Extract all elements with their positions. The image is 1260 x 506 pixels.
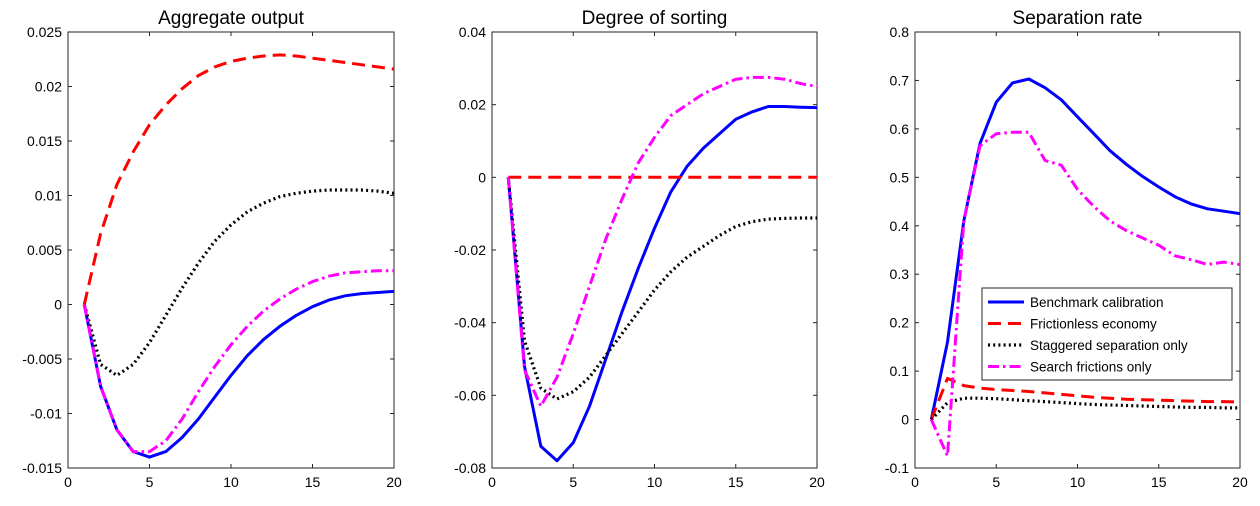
x-tick-label: 5	[992, 474, 1000, 490]
y-tick-label: 0.1	[890, 363, 910, 379]
y-tick-label: 0	[478, 169, 486, 185]
y-tick-label: 0.7	[890, 72, 910, 88]
x-tick-label: 0	[64, 474, 72, 490]
plot-area	[491, 31, 818, 469]
x-tick-label: 20	[1232, 474, 1248, 490]
series-line-frictionless-economy	[929, 376, 1240, 421]
y-tick-label: 0.02	[459, 97, 486, 113]
series-line-search-frictions-only	[82, 269, 394, 454]
y-tick-label: -0.005	[22, 351, 62, 367]
y-tick-label: 0.5	[890, 169, 910, 185]
series-line-benchmark-calibration	[929, 77, 1240, 420]
plot-area	[914, 31, 1241, 469]
y-tick-label: 0.04	[459, 24, 486, 40]
x-tick-label: 20	[809, 474, 825, 490]
x-tick-label: 20	[386, 474, 402, 490]
series-line-staggered-separation-only	[82, 188, 394, 377]
y-tick-label: 0	[901, 412, 909, 428]
series-line-search-frictions-only	[929, 130, 1240, 458]
legend: Benchmark calibration Frictionless econom…	[981, 287, 1233, 381]
legend-label: Staggered separation only	[1030, 338, 1188, 353]
chart-title: Separation rate	[1013, 8, 1143, 29]
chart-title: Degree of sorting	[582, 8, 728, 29]
y-tick-label: -0.1	[885, 460, 909, 476]
series-line-staggered-separation-only	[930, 396, 1240, 421]
x-tick-label: 15	[728, 474, 744, 490]
y-tick-label: 0.4	[890, 218, 910, 234]
legend-label: Search frictions only	[1030, 360, 1152, 375]
y-tick-label: 0	[54, 297, 62, 313]
y-tick-label: 0.01	[35, 188, 62, 204]
y-tick-label: 0.6	[890, 121, 910, 137]
x-tick-label: 0	[911, 474, 919, 490]
y-tick-label: 0.8	[890, 24, 910, 40]
y-tick-label: 0.015	[27, 133, 62, 149]
legend-label: Frictionless economy	[1030, 317, 1157, 332]
y-tick-label: 0.3	[890, 266, 910, 282]
x-tick-label: 10	[647, 474, 663, 490]
x-tick-label: 0	[488, 474, 496, 490]
x-tick-label: 5	[569, 474, 577, 490]
chart-panel-2: Degree of sorting 0 5 10 15 20 -0.08 -0.06 -0.04…	[454, 8, 825, 490]
plot-area	[67, 31, 395, 469]
x-tick-label: 10	[1070, 474, 1086, 490]
y-tick-label: -0.06	[454, 387, 486, 403]
y-tick-label: -0.08	[454, 460, 486, 476]
legend-label: Benchmark calibration	[1030, 295, 1164, 310]
chart-title: Aggregate output	[158, 8, 305, 29]
series-line-benchmark-calibration	[82, 289, 394, 459]
series-line-search-frictions-only	[506, 75, 817, 408]
y-tick-label: -0.015	[22, 460, 62, 476]
series-line-benchmark-calibration	[506, 105, 817, 463]
chart-panel-1: Aggregate output 0 5 10 15 20 -0.015 -0.01 -0.00…	[22, 8, 402, 490]
y-tick-label: -0.01	[30, 406, 62, 422]
y-tick-label: 0.005	[27, 242, 62, 258]
y-tick-label: 0.02	[35, 79, 62, 95]
y-tick-label: -0.02	[454, 242, 486, 258]
x-tick-label: 15	[1151, 474, 1167, 490]
x-tick-label: 15	[305, 474, 321, 490]
y-tick-label: 0.2	[890, 315, 910, 331]
x-tick-label: 10	[223, 474, 239, 490]
x-tick-label: 5	[146, 474, 154, 490]
y-tick-label: 0.025	[27, 24, 62, 40]
series-line-frictionless-economy	[82, 53, 394, 305]
y-tick-label: -0.04	[454, 315, 486, 331]
